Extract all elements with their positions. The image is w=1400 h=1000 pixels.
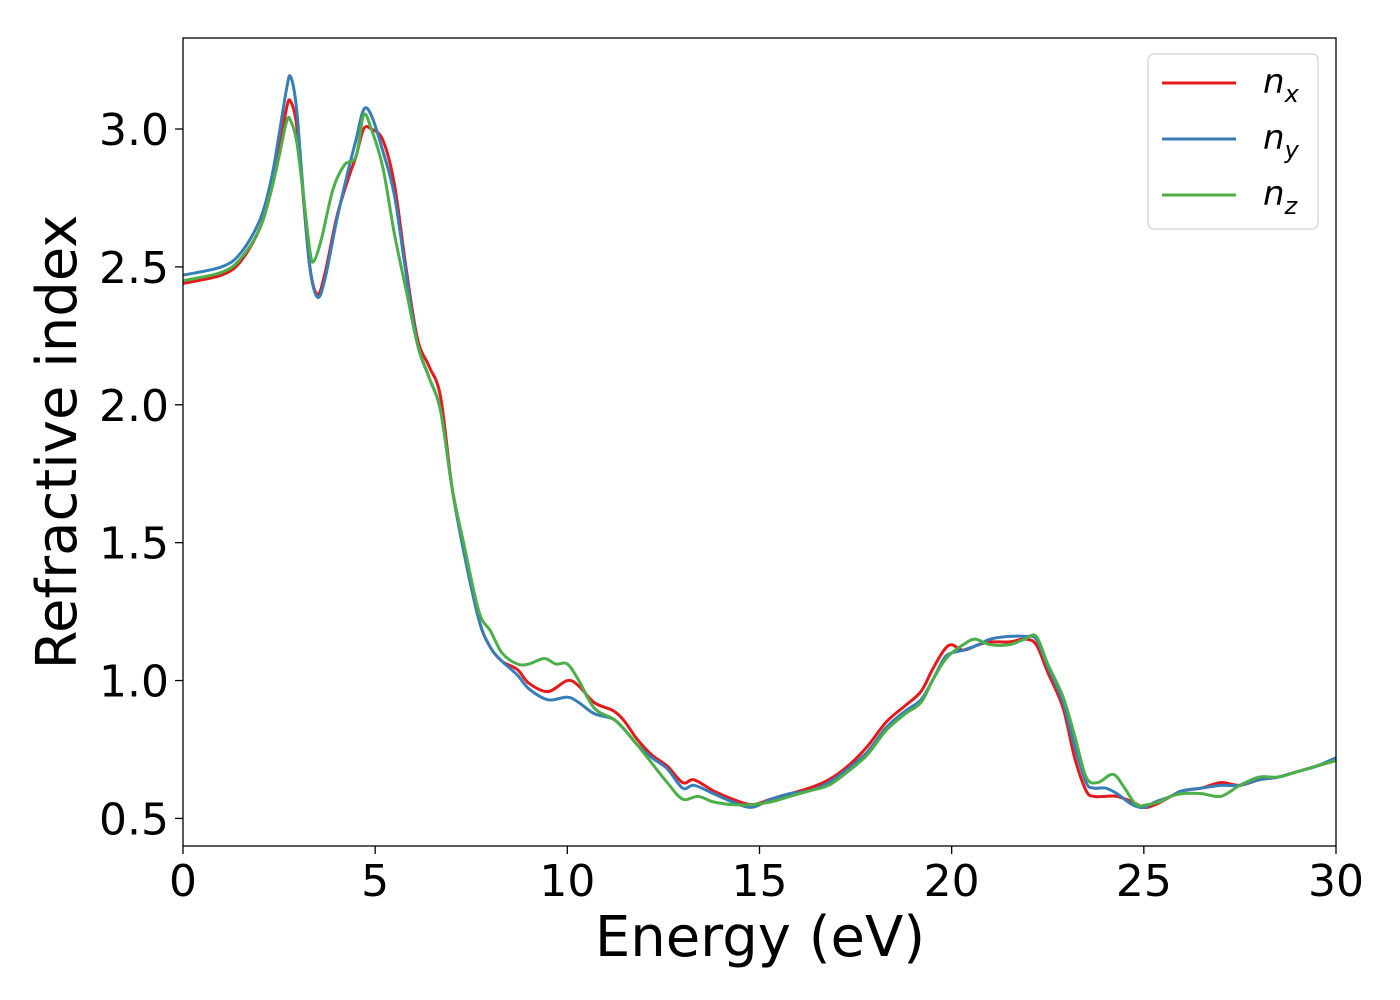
y-axis-label: Refractive index — [25, 215, 90, 670]
x-tick-label: 15 — [732, 856, 788, 907]
y-tick-label: 2.5 — [99, 243, 169, 294]
x-tick-label: 10 — [539, 856, 595, 907]
legend-box — [1147, 53, 1319, 230]
x-tick-label: 30 — [1308, 856, 1364, 907]
y-tick-label: 0.5 — [99, 794, 169, 845]
x-axis-label: Energy (eV) — [595, 905, 925, 970]
axes: 0 5 10 15 20 25 30 0.5 1.0 1.5 2.0 2.5 3.0 — [99, 37, 1364, 907]
series-line-ny — [183, 74, 1336, 809]
y-tick-label: 1.0 — [99, 657, 169, 708]
legend-label-nx: nx — [1263, 62, 1300, 108]
x-tick-label: 25 — [1116, 856, 1172, 907]
x-tick-label: 5 — [361, 856, 389, 907]
series-line-nz — [183, 112, 1336, 808]
y-tick-label: 2.0 — [99, 381, 169, 432]
y-tick-label: 3.0 — [99, 105, 169, 156]
plot-area — [183, 74, 1336, 809]
x-tick-label: 20 — [924, 856, 980, 907]
x-tick-label: 0 — [169, 856, 197, 907]
y-tick-label: 1.5 — [99, 519, 169, 570]
